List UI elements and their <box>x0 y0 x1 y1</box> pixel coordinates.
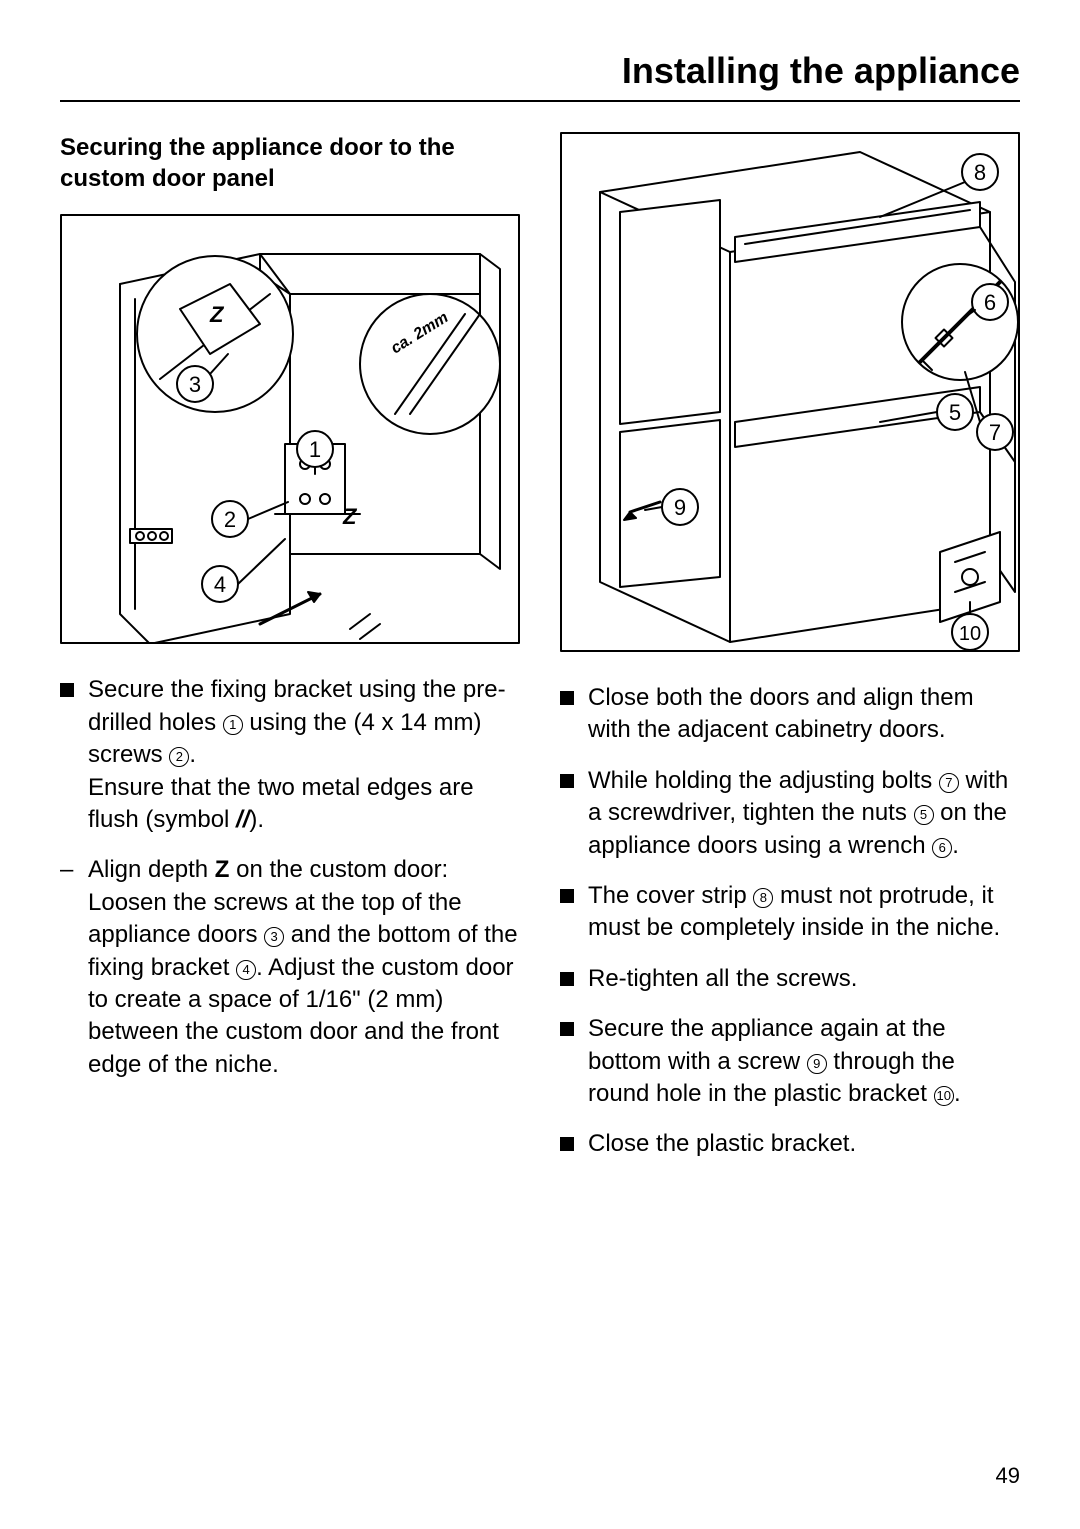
left-instructions: Secure the fixing bracket using the pre-… <box>60 674 520 1081</box>
left-subheading: Securing the appliance door to the custo… <box>60 132 520 194</box>
instruction-item: Close both the doors and align them with… <box>560 682 1020 747</box>
content-columns: Securing the appliance door to the custo… <box>60 132 1020 1179</box>
right-instructions: Close both the doors and align them with… <box>560 682 1020 1161</box>
svg-text:Z: Z <box>342 504 358 529</box>
instruction-item: The cover strip 8 must not protrude, it … <box>560 880 1020 945</box>
svg-text:4: 4 <box>214 572 226 597</box>
instruction-item: Re-tighten all the screws. <box>560 963 1020 995</box>
page-number: 49 <box>996 1463 1020 1489</box>
svg-text:5: 5 <box>949 400 961 425</box>
left-figure: Z Z <box>60 214 520 644</box>
right-column: 8 6 5 7 9 <box>560 132 1020 1179</box>
svg-text:8: 8 <box>974 160 986 185</box>
left-column: Securing the appliance door to the custo… <box>60 132 520 1179</box>
instruction-item: Secure the appliance again at the bottom… <box>560 1013 1020 1110</box>
instruction-item: Secure the fixing bracket using the pre-… <box>60 674 520 836</box>
svg-text:6: 6 <box>984 290 996 315</box>
svg-text:2: 2 <box>224 507 236 532</box>
instruction-item: While holding the adjusting bolts 7 with… <box>560 765 1020 862</box>
svg-text:9: 9 <box>674 495 686 520</box>
right-figure: 8 6 5 7 9 <box>560 132 1020 652</box>
instruction-item: Close the plastic bracket. <box>560 1128 1020 1160</box>
svg-text:Z: Z <box>209 302 225 327</box>
svg-text:1: 1 <box>309 437 321 462</box>
page-title: Installing the appliance <box>60 50 1020 102</box>
svg-text:7: 7 <box>989 420 1001 445</box>
svg-text:10: 10 <box>959 623 981 645</box>
svg-text:3: 3 <box>189 372 201 397</box>
instruction-item: Align depth Z on the custom door: Loosen… <box>60 854 520 1081</box>
